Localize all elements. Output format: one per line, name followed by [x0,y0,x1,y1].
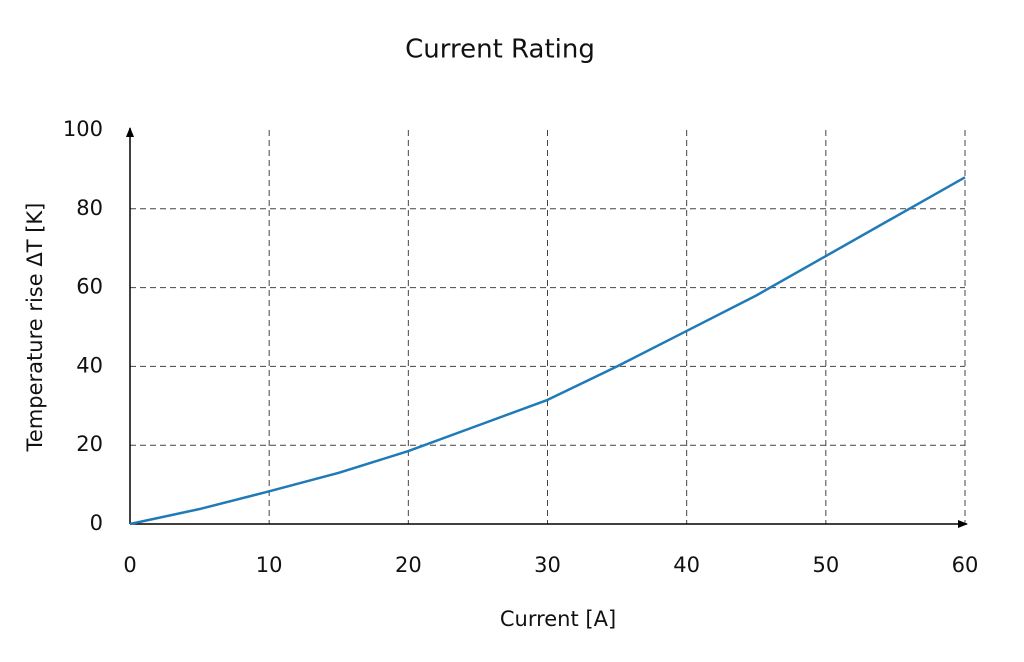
x-tick-label: 50 [812,553,839,577]
y-tick-label: 100 [63,117,103,141]
y-tick-label: 0 [90,511,103,535]
x-tick-label: 40 [673,553,700,577]
y-tick-label: 60 [76,275,103,299]
y-tick-label: 20 [76,432,103,456]
x-axis-label: Current [A] [500,607,616,631]
x-tick-label: 60 [952,553,979,577]
x-tick-label: 10 [256,553,283,577]
x-tick-label: 0 [123,553,136,577]
x-tick-label: 20 [395,553,422,577]
x-tick-label: 30 [534,553,561,577]
y-tick-label: 40 [76,353,103,377]
chart-title: Current Rating [405,35,595,65]
y-axis-label: Temperature rise ΔT [K] [23,203,47,453]
data-line [129,176,966,526]
y-tick-label: 80 [76,196,103,220]
